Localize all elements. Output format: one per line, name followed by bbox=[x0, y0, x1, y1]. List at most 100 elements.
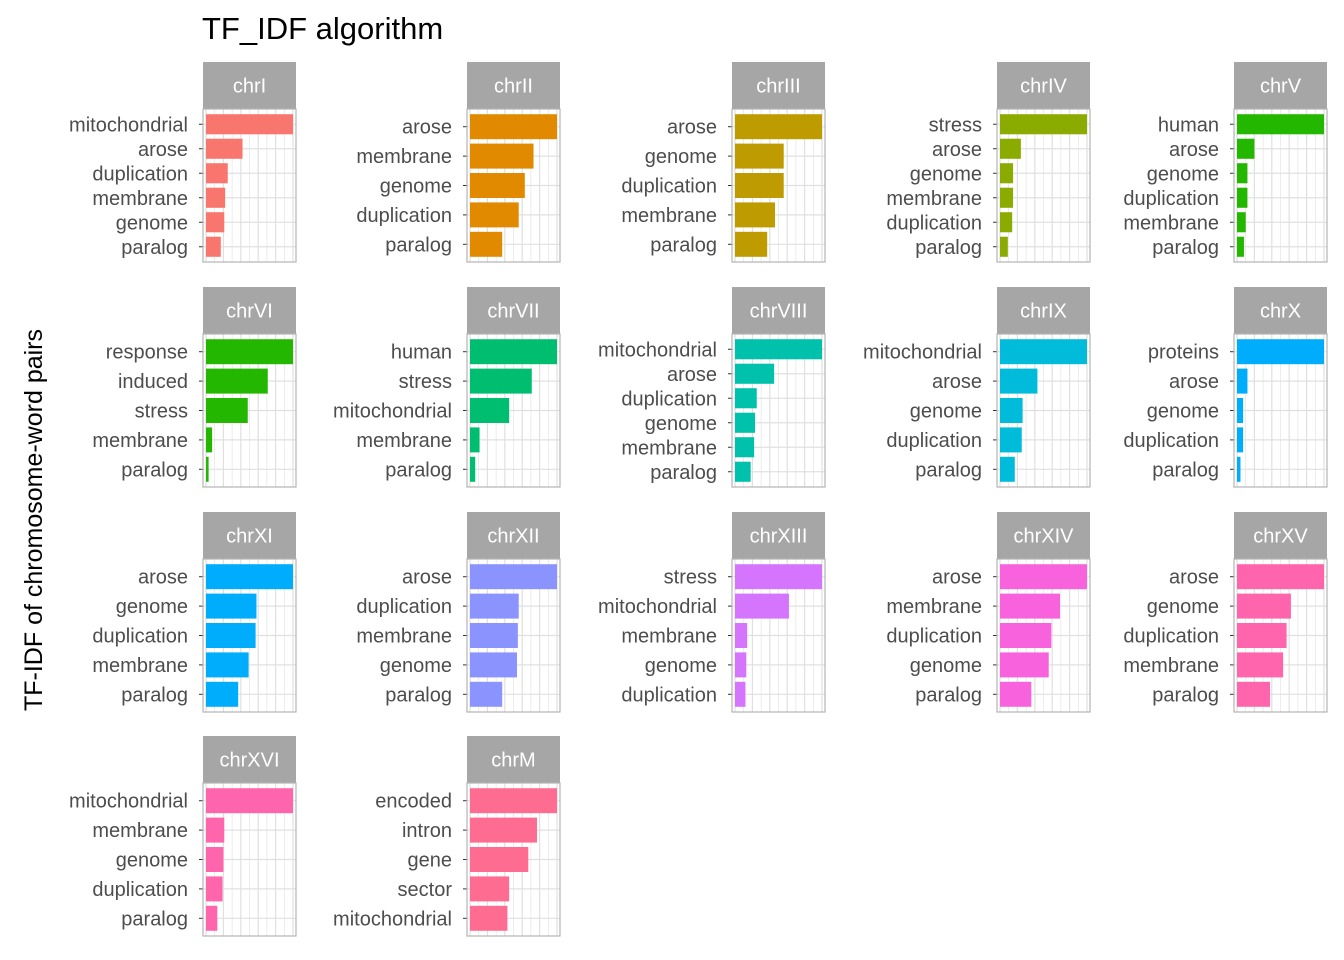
y-tick-label: membrane bbox=[621, 205, 717, 227]
bar bbox=[1000, 339, 1087, 365]
bar bbox=[735, 593, 789, 619]
bar bbox=[735, 437, 755, 458]
bar bbox=[1237, 456, 1241, 482]
bar bbox=[735, 143, 784, 169]
y-tick-label: membrane bbox=[356, 430, 452, 452]
bar bbox=[1000, 564, 1087, 590]
y-tick-label: intron bbox=[402, 820, 452, 842]
bar bbox=[1237, 212, 1246, 233]
bar bbox=[1000, 212, 1013, 233]
y-tick-label: paralog bbox=[650, 234, 717, 256]
facet-strip bbox=[1234, 512, 1327, 559]
facet-strip-label: chrXII bbox=[487, 526, 539, 548]
bar bbox=[206, 623, 256, 648]
bar bbox=[470, 623, 518, 648]
facet-strip-label: chrX bbox=[1260, 301, 1301, 323]
panel-border bbox=[466, 782, 561, 937]
facet-strip-label: chrXIV bbox=[1013, 526, 1074, 548]
facet-strip bbox=[467, 736, 560, 783]
facet-strip bbox=[467, 512, 560, 559]
bar bbox=[735, 339, 822, 360]
bar bbox=[470, 427, 480, 453]
bar bbox=[470, 817, 537, 843]
bar bbox=[1000, 652, 1049, 678]
facet-panel-chrXII: chrXII arose duplication membrane genome para… bbox=[356, 512, 561, 713]
y-tick-label: genome bbox=[380, 176, 452, 198]
bar bbox=[206, 817, 225, 843]
y-tick-label: encoded bbox=[375, 791, 452, 813]
bar bbox=[1000, 593, 1061, 619]
bar bbox=[1237, 652, 1284, 678]
y-tick-label: duplication bbox=[621, 388, 717, 410]
y-tick-label: duplication bbox=[356, 205, 452, 227]
bar bbox=[735, 652, 747, 678]
bar bbox=[470, 368, 532, 394]
y-tick-label: paralog bbox=[1152, 459, 1219, 481]
bar bbox=[206, 398, 248, 423]
y-tick-label: paralog bbox=[121, 684, 188, 706]
bar bbox=[206, 368, 268, 394]
bar bbox=[1000, 114, 1087, 135]
y-tick-label: duplication bbox=[92, 626, 188, 648]
bar bbox=[470, 202, 519, 228]
bar bbox=[470, 143, 534, 169]
bar bbox=[206, 564, 293, 590]
bar bbox=[1237, 187, 1248, 208]
facet-panel-chrXVI: chrXVI mitochondrial membrane genome duplica… bbox=[69, 736, 297, 937]
y-tick-label: arose bbox=[932, 567, 982, 589]
y-tick-label: mitochondrial bbox=[333, 401, 452, 423]
y-tick-label: paralog bbox=[121, 459, 188, 481]
y-tick-label: genome bbox=[645, 413, 717, 435]
y-tick-label: arose bbox=[1169, 567, 1219, 589]
y-tick-label: mitochondrial bbox=[69, 791, 188, 813]
bar bbox=[1237, 681, 1271, 707]
y-tick-label: arose bbox=[667, 117, 717, 139]
y-tick-label: duplication bbox=[886, 430, 982, 452]
panel-border bbox=[731, 108, 826, 263]
bar bbox=[206, 905, 218, 931]
y-tick-label: paralog bbox=[121, 908, 188, 930]
panel-border bbox=[202, 108, 297, 263]
panel-border bbox=[731, 558, 826, 713]
y-tick-label: human bbox=[1158, 114, 1219, 136]
bar bbox=[735, 564, 822, 590]
facet-strip-label: chrI bbox=[233, 76, 266, 98]
bar bbox=[1237, 236, 1244, 257]
bar bbox=[1000, 427, 1022, 453]
y-tick-label: paralog bbox=[915, 684, 982, 706]
bar bbox=[206, 212, 225, 233]
y-tick-label: genome bbox=[116, 596, 188, 618]
bar bbox=[735, 412, 756, 433]
panel-border bbox=[996, 558, 1091, 713]
bar bbox=[206, 236, 221, 257]
bar bbox=[206, 593, 257, 619]
y-tick-label: mitochondrial bbox=[598, 596, 717, 618]
facet-strip bbox=[732, 512, 825, 559]
panel-border bbox=[466, 333, 561, 488]
y-tick-label: membrane bbox=[92, 655, 188, 677]
y-tick-label: genome bbox=[116, 850, 188, 872]
facet-panel-chrII: chrII arose membrane genome duplication paral… bbox=[356, 62, 561, 263]
y-tick-label: genome bbox=[116, 212, 188, 234]
bar bbox=[735, 173, 784, 198]
y-tick-label: genome bbox=[910, 163, 982, 185]
y-tick-label: membrane bbox=[1123, 655, 1219, 677]
bar bbox=[1000, 398, 1023, 423]
bar bbox=[1000, 681, 1032, 707]
bar bbox=[206, 876, 223, 902]
bar bbox=[735, 681, 746, 707]
bar bbox=[470, 905, 508, 931]
bar bbox=[470, 339, 557, 365]
y-tick-label: paralog bbox=[385, 459, 452, 481]
bar bbox=[470, 231, 503, 257]
facet-strip bbox=[203, 62, 296, 109]
facet-strip bbox=[203, 512, 296, 559]
y-tick-label: genome bbox=[910, 401, 982, 423]
bar bbox=[1000, 368, 1038, 394]
bar bbox=[1237, 368, 1248, 394]
bar bbox=[470, 652, 517, 678]
y-tick-label: genome bbox=[380, 655, 452, 677]
y-tick-label: membrane bbox=[92, 430, 188, 452]
